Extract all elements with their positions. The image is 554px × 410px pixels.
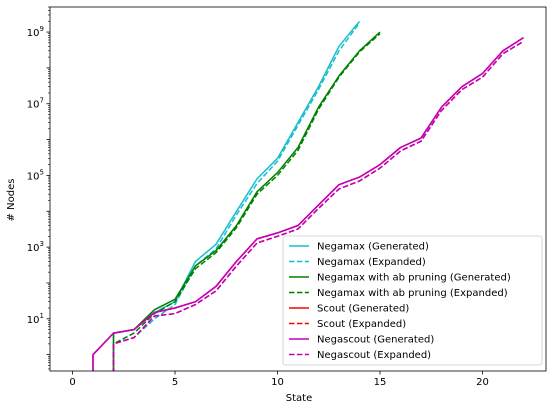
series-line-7 (92, 36, 524, 371)
y-tick-label: 107 (27, 97, 44, 111)
legend-label-6: Scout (Expanded) (317, 319, 406, 330)
legend-label-1: Negamax (Generated) (317, 242, 429, 253)
y-tick-label: 101 (27, 312, 44, 326)
x-tick-label: 20 (476, 377, 489, 388)
legend-label-5: Scout (Generated) (317, 304, 409, 315)
legend-label-8: Negascout (Expanded) (317, 350, 431, 361)
x-tick-label: 5 (172, 377, 178, 388)
x-tick-label: 15 (374, 377, 387, 388)
series-line-4 (112, 33, 381, 371)
legend-label-7: Negascout (Generated) (317, 335, 434, 346)
y-tick-label: 103 (27, 240, 44, 254)
series-line-8 (112, 40, 524, 371)
axes: 0 5 10 15 20 101 103 105 107 109 (27, 6, 547, 388)
series-line-2 (112, 22, 361, 371)
legend-box (282, 235, 543, 366)
legend-label-4: Negamax with ab pruning (Expanded) (317, 288, 508, 299)
axes-frame (49, 6, 547, 372)
x-axis-label: State (286, 393, 312, 404)
x-tick-label: 0 (69, 377, 75, 388)
series-group (92, 20, 524, 371)
plot-area (92, 20, 524, 371)
y-axis-label: # Nodes (6, 179, 17, 222)
x-tick-label: 10 (271, 377, 284, 388)
y-tick-label: 105 (27, 168, 44, 182)
y-tick-label: 109 (27, 25, 44, 39)
legend-label-3: Negamax with ab pruning (Generated) (317, 273, 511, 284)
legend-label-2: Negamax (Expanded) (317, 257, 426, 268)
legend: Negamax (Generated) Negamax (Expanded) Neg… (282, 235, 543, 366)
